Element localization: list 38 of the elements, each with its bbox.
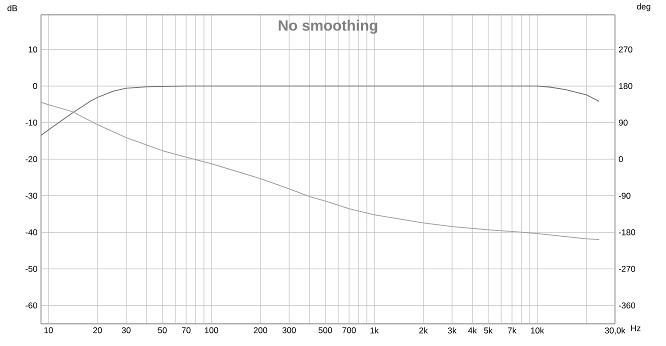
y2-tick-label: 270	[618, 46, 632, 53]
y2-tick-label: -180	[618, 229, 636, 236]
y-tick-label: -60	[26, 302, 38, 309]
x-tick-label: 70	[182, 327, 191, 334]
x-tick-label: 7k	[508, 327, 516, 334]
y2-tick-label: 0	[618, 156, 623, 162]
x-tick-label: 500	[318, 327, 332, 334]
y2-tick-label: -270	[618, 266, 636, 272]
x-tick-label: 5k	[484, 327, 493, 334]
y2-tick-label: -90	[618, 192, 630, 199]
y2-axis-title: deg	[636, 3, 650, 12]
x-tick-label: 30	[122, 327, 131, 334]
x-tick-label: 10k	[531, 327, 544, 334]
y-tick-label: -40	[26, 229, 38, 236]
x-tick-label: 20	[93, 327, 102, 334]
y-tick-label: -20	[26, 156, 38, 162]
y2-tick-label: 180	[619, 83, 632, 90]
x-axis-title: Hz	[631, 325, 640, 332]
y2-tick-label: -360	[618, 302, 636, 309]
y-tick-label: -50	[26, 266, 38, 272]
x-tick-label: 100	[204, 327, 218, 334]
y2-tick-label: 90	[618, 120, 628, 126]
x-tick-label: 2k	[419, 327, 428, 334]
x-tick-label: 3k	[448, 327, 457, 334]
x-tick-label: 700	[342, 327, 356, 334]
x-tick-label: 50	[158, 327, 167, 334]
x-tick-label: 300	[282, 327, 296, 334]
y-axis-title: dB	[7, 5, 18, 12]
x-tick-label: 30,0k	[604, 327, 626, 335]
x-tick-label: 200	[254, 327, 268, 334]
y-tick-label: 10	[28, 46, 38, 53]
y-tick-label: -10	[26, 120, 38, 126]
x-tick-label: 4k	[468, 327, 477, 334]
y-tick-label: -30	[26, 192, 38, 199]
y-tick-label: 0	[33, 83, 38, 90]
x-tick-label: 10	[44, 327, 53, 334]
chart-title: No smoothing	[278, 20, 378, 34]
x-tick-label: 1k	[370, 327, 379, 334]
